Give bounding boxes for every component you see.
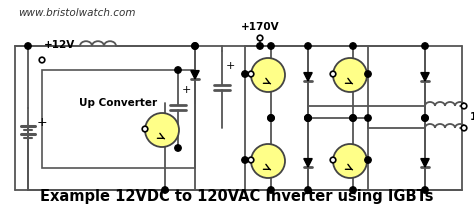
Circle shape	[350, 43, 356, 49]
Bar	[42, 70, 195, 168]
Polygon shape	[304, 159, 312, 167]
Circle shape	[305, 115, 311, 121]
Circle shape	[192, 43, 198, 49]
Circle shape	[350, 187, 356, 193]
Text: Example 12VDC to 120VAC Inverter using IGBTs: Example 12VDC to 120VAC Inverter using I…	[40, 189, 434, 204]
Circle shape	[145, 113, 179, 147]
Circle shape	[365, 157, 371, 163]
Circle shape	[333, 58, 367, 92]
Polygon shape	[191, 71, 199, 79]
Circle shape	[268, 115, 274, 121]
Circle shape	[242, 71, 248, 77]
Circle shape	[257, 43, 263, 49]
Circle shape	[461, 103, 467, 109]
Circle shape	[422, 43, 428, 49]
Circle shape	[422, 115, 428, 121]
Circle shape	[251, 58, 285, 92]
Circle shape	[25, 43, 31, 49]
Circle shape	[305, 115, 311, 121]
Polygon shape	[421, 159, 429, 167]
Text: +: +	[37, 116, 47, 129]
Circle shape	[305, 187, 311, 193]
Circle shape	[175, 145, 181, 151]
Circle shape	[330, 157, 336, 163]
Circle shape	[333, 144, 367, 178]
Circle shape	[242, 157, 248, 163]
Polygon shape	[304, 73, 312, 81]
Circle shape	[268, 43, 274, 49]
Circle shape	[175, 67, 181, 73]
Circle shape	[305, 43, 311, 49]
Circle shape	[365, 71, 371, 77]
Polygon shape	[421, 73, 429, 81]
Text: +170V: +170V	[241, 22, 279, 32]
Text: 120VAC: 120VAC	[470, 112, 474, 122]
Circle shape	[142, 126, 148, 132]
Circle shape	[350, 115, 356, 121]
Text: +: +	[226, 61, 236, 71]
Circle shape	[422, 187, 428, 193]
Circle shape	[251, 144, 285, 178]
Circle shape	[268, 187, 274, 193]
Circle shape	[330, 71, 336, 77]
Circle shape	[268, 115, 274, 121]
Circle shape	[39, 57, 45, 63]
Circle shape	[461, 125, 467, 131]
Circle shape	[305, 115, 311, 121]
Text: +12V: +12V	[44, 40, 75, 50]
Text: Up Converter: Up Converter	[80, 98, 157, 108]
Circle shape	[162, 187, 168, 193]
Circle shape	[422, 115, 428, 121]
Text: www.bristolwatch.com: www.bristolwatch.com	[18, 8, 136, 18]
Circle shape	[192, 43, 198, 49]
Circle shape	[350, 115, 356, 121]
Circle shape	[248, 157, 254, 163]
Text: +: +	[182, 85, 191, 95]
Circle shape	[257, 35, 263, 41]
Circle shape	[248, 71, 254, 77]
Circle shape	[365, 115, 371, 121]
